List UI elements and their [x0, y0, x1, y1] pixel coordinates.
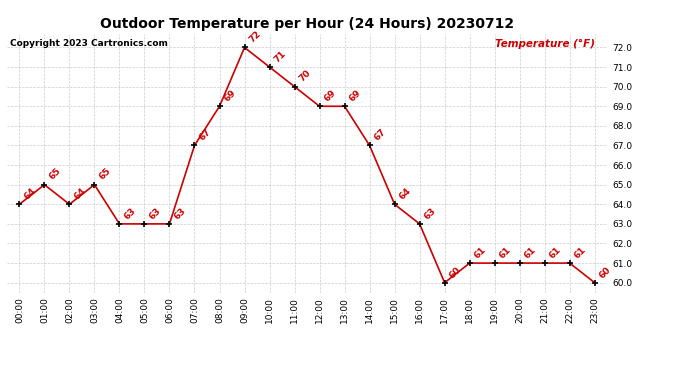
Text: 69: 69 [322, 88, 337, 104]
Text: 63: 63 [147, 206, 162, 221]
Text: 64: 64 [22, 186, 37, 201]
Text: 67: 67 [197, 128, 213, 143]
Text: 63: 63 [172, 206, 188, 221]
Text: 63: 63 [122, 206, 137, 221]
Text: 65: 65 [97, 167, 112, 182]
Text: 64: 64 [72, 186, 88, 201]
Text: 64: 64 [397, 186, 413, 201]
Text: 61: 61 [522, 245, 538, 260]
Text: 71: 71 [273, 49, 288, 64]
Title: Outdoor Temperature per Hour (24 Hours) 20230712: Outdoor Temperature per Hour (24 Hours) … [100, 17, 514, 31]
Text: 72: 72 [247, 29, 263, 45]
Text: 61: 61 [547, 245, 562, 260]
Text: 69: 69 [222, 88, 237, 104]
Text: 61: 61 [497, 245, 513, 260]
Text: 69: 69 [347, 88, 363, 104]
Text: 60: 60 [598, 265, 613, 280]
Text: Temperature (°F): Temperature (°F) [495, 39, 595, 49]
Text: 65: 65 [47, 167, 62, 182]
Text: 61: 61 [573, 245, 588, 260]
Text: Copyright 2023 Cartronics.com: Copyright 2023 Cartronics.com [10, 39, 168, 48]
Text: 67: 67 [373, 128, 388, 143]
Text: 70: 70 [297, 69, 313, 84]
Text: 63: 63 [422, 206, 437, 221]
Text: 60: 60 [447, 265, 462, 280]
Text: 61: 61 [473, 245, 488, 260]
